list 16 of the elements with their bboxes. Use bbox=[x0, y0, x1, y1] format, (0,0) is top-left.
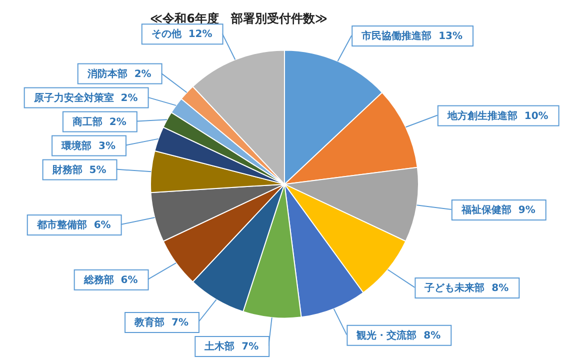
slice-label: 教育部 7% bbox=[134, 316, 188, 329]
slice-label: 消防本部 2% bbox=[86, 68, 152, 80]
slice-label: 財務部 5% bbox=[51, 164, 106, 176]
slice-label: 環境部 3% bbox=[60, 140, 116, 152]
slice-label: 土木部 7% bbox=[204, 340, 259, 353]
slice-label: 原子力安全対策室 2% bbox=[32, 92, 138, 104]
slice-label: 商工部 2% bbox=[71, 116, 126, 128]
slice-label: 観光・交流部 8% bbox=[356, 329, 441, 342]
slice-label: 福祉保健部 9% bbox=[460, 204, 536, 216]
slice-label: 都市整備部 6% bbox=[36, 219, 111, 232]
slice-label: 子ども未来部 8% bbox=[424, 282, 509, 294]
slice-label: 市民協働推進部 13% bbox=[360, 30, 463, 42]
slice-label: 総務部 6% bbox=[82, 274, 138, 286]
slice-label: 地方創生推進部 10% bbox=[446, 110, 548, 122]
slice-label: その他 12% bbox=[151, 28, 212, 40]
chart-title: ≪令和6年度 部署別受付件数≫ bbox=[150, 11, 328, 26]
